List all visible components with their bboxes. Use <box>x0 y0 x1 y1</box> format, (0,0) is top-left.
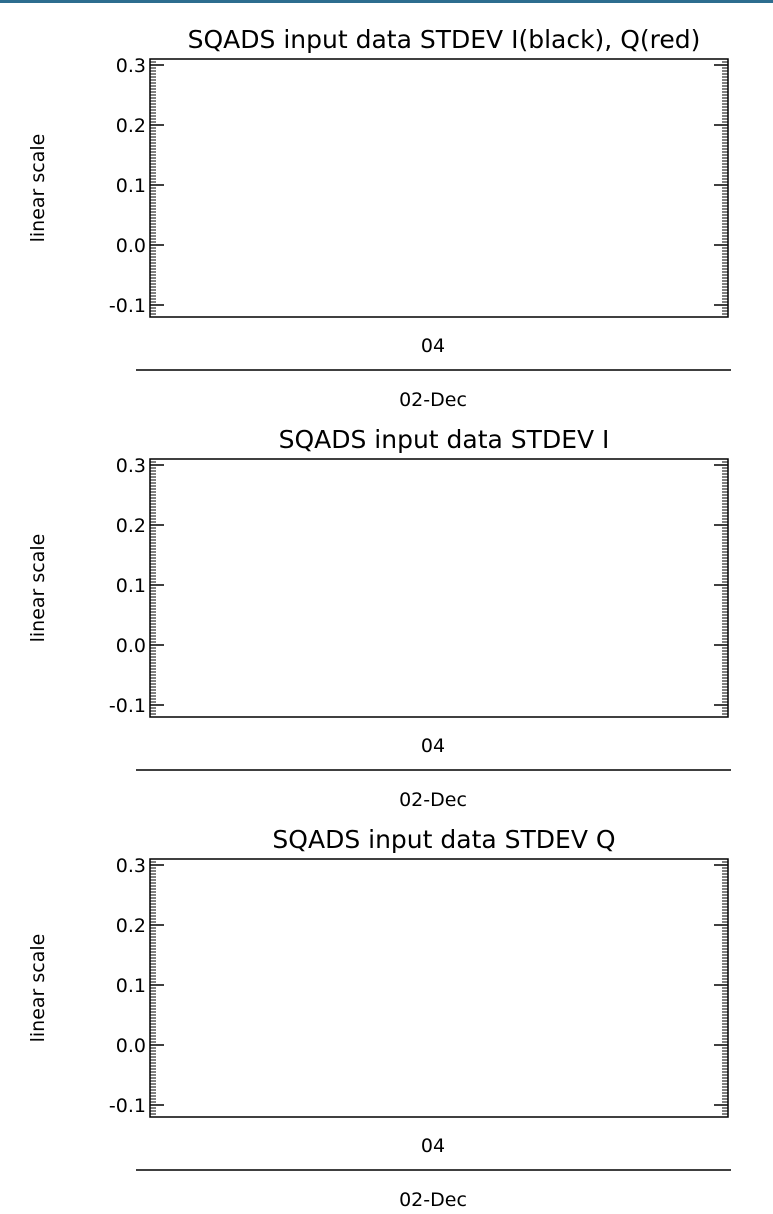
y-tick-label: -0.1 <box>109 695 146 717</box>
y-tick-label: 0.3 <box>116 855 146 877</box>
y-tick-label: 0.3 <box>116 455 146 477</box>
y-axis-label: linear scale <box>27 534 49 643</box>
chart-panel-2: SQADS input data STDEV I 0.3 0.2 0.1 0.0 -0.1… <box>27 425 731 811</box>
y-tick-label: 0.2 <box>116 915 146 937</box>
y-tick-label: 0.1 <box>116 175 146 197</box>
y-tick-label: 0.0 <box>116 235 146 257</box>
chart-title: SQADS input data STDEV I <box>279 425 610 454</box>
y-tick-label: 0.3 <box>116 55 146 77</box>
y-tick-label: -0.1 <box>109 295 146 317</box>
y-axis-label: linear scale <box>27 934 49 1043</box>
y-tick-label: 0.1 <box>116 975 146 997</box>
x-axis-date-label: 02-Dec <box>399 789 467 811</box>
y-tick-label: 0.1 <box>116 575 146 597</box>
plot-frame <box>149 458 729 718</box>
window-top-border <box>0 0 773 3</box>
y-axis-label: linear scale <box>27 134 49 243</box>
x-tick-label: 04 <box>421 335 445 357</box>
chart-title: SQADS input data STDEV I(black), Q(red) <box>188 25 701 54</box>
chart-panel-3: SQADS input data STDEV Q 0.3 0.2 0.1 0.0 -0.1… <box>27 825 731 1211</box>
plot-frame <box>149 858 729 1118</box>
x-tick-label: 04 <box>421 735 445 757</box>
y-tick-label: 0.0 <box>116 635 146 657</box>
x-tick-label: 04 <box>421 1135 445 1157</box>
y-tick-label: 0.0 <box>116 1035 146 1057</box>
chart-panel-1: SQADS input data STDEV I(black), Q(red) 0… <box>27 25 731 411</box>
x-axis-date-label: 02-Dec <box>399 389 467 411</box>
y-tick-label: 0.2 <box>116 115 146 137</box>
plot-frame <box>149 58 729 318</box>
y-tick-label: 0.2 <box>116 515 146 537</box>
chart-title: SQADS input data STDEV Q <box>272 825 615 854</box>
x-axis-date-label: 02-Dec <box>399 1189 467 1211</box>
y-tick-label: -0.1 <box>109 1095 146 1117</box>
